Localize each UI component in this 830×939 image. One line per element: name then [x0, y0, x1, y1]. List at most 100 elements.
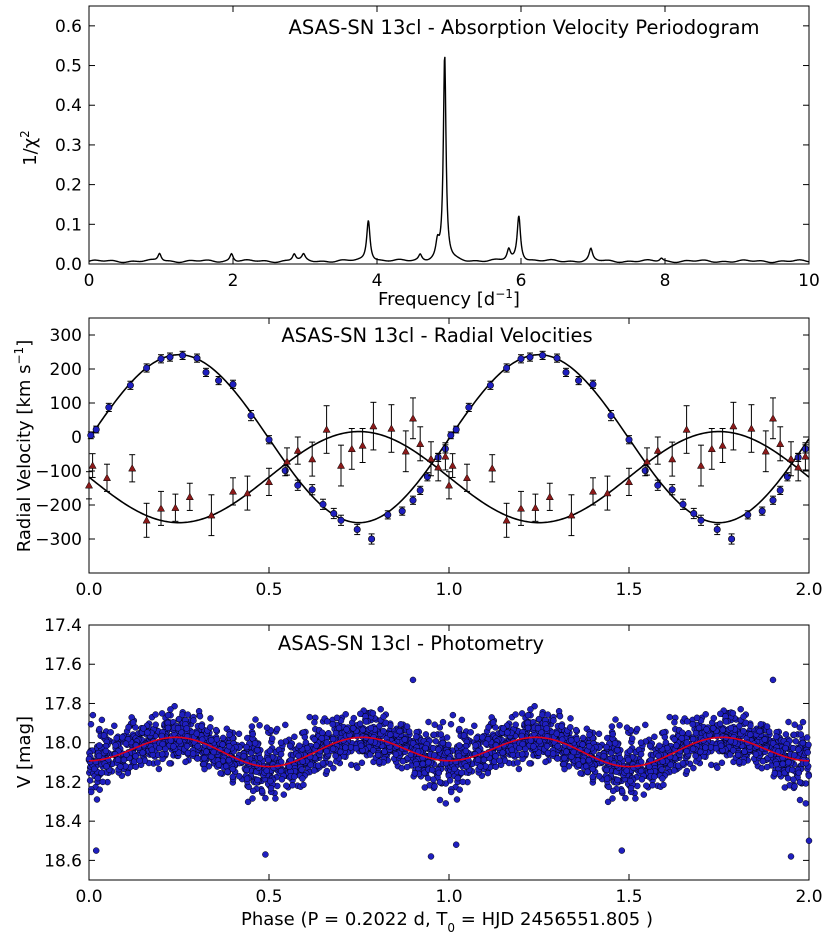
photometry-point — [92, 847, 100, 854]
photometry-point — [103, 762, 110, 770]
photometry-point — [291, 773, 298, 780]
photometry-point — [584, 768, 591, 776]
photometry-point — [585, 742, 593, 750]
photometry-point — [535, 749, 542, 756]
rv-point-emission — [729, 422, 738, 430]
photometry-point — [795, 746, 802, 753]
x-tick-label: 4 — [372, 271, 383, 291]
photometry-point — [262, 851, 269, 858]
photometry-point — [329, 745, 337, 753]
photometry-point — [791, 783, 798, 790]
photometry-point — [298, 766, 305, 773]
photometry-point — [280, 791, 288, 798]
photometry-point — [436, 724, 444, 731]
photometry-point — [746, 731, 754, 738]
photometry-point — [702, 711, 709, 718]
rv-point-absorption — [539, 351, 547, 359]
photometry-point — [367, 724, 375, 732]
rv-point-emission — [387, 424, 396, 432]
photometry-point — [799, 739, 807, 747]
photometry-point — [435, 746, 442, 753]
photometry-point — [467, 729, 474, 736]
photometry-point — [184, 711, 192, 718]
photometry-point — [543, 742, 551, 750]
photometry-point — [458, 716, 466, 724]
periodogram-frame — [88, 5, 810, 265]
photometry-point — [277, 750, 285, 758]
photometry-point — [356, 720, 364, 727]
photometry-point — [332, 729, 340, 737]
photometry-point — [248, 723, 256, 730]
photometry-point — [785, 759, 792, 766]
y-tick-label: 100 — [50, 394, 82, 414]
y-tick-label: 0.6 — [55, 17, 82, 37]
y-tick-label: 0.3 — [55, 136, 82, 156]
photometry-point — [484, 769, 492, 777]
photometry-point — [283, 782, 290, 789]
rv-point-absorption — [607, 412, 615, 420]
photometry-point — [718, 759, 726, 767]
x-tick-label: 1.5 — [615, 580, 642, 600]
photometry-point — [611, 740, 619, 747]
y-tick-label: 300 — [50, 326, 82, 346]
photometry-point — [534, 724, 542, 732]
photometry-point — [166, 760, 173, 767]
photometry-point — [558, 723, 565, 730]
photometry-point — [666, 713, 673, 721]
photometry-point — [659, 775, 666, 782]
rv-point-emission — [84, 481, 94, 489]
rv-point-absorption — [416, 486, 424, 494]
periodogram-line — [88, 56, 810, 264]
rv-point-emission — [171, 503, 180, 511]
photometry-point — [649, 781, 656, 789]
photometry-point — [638, 776, 646, 783]
photometry-point — [459, 778, 467, 786]
photometry-point — [550, 717, 557, 724]
photometry-point — [335, 724, 343, 732]
photometry-point — [289, 781, 296, 789]
photometry-point — [431, 751, 438, 759]
photometry-point — [399, 758, 407, 765]
photometry-point — [436, 796, 444, 804]
rv-point-absorption — [337, 516, 345, 524]
photometry-point — [323, 739, 331, 746]
photometry-point — [504, 729, 511, 736]
photometry-point — [219, 734, 227, 742]
photometry-point — [716, 720, 724, 727]
rv-point-absorption — [202, 368, 210, 376]
photometry-point — [756, 727, 763, 735]
photometry-point — [692, 729, 700, 737]
rv-point-absorption — [193, 354, 201, 362]
photometry-point — [456, 786, 463, 793]
photometry-point — [714, 764, 721, 771]
photometry-point — [374, 751, 382, 759]
rv-point-emission — [761, 447, 770, 455]
photometry-point — [397, 721, 405, 728]
rv-point-absorption — [409, 496, 417, 504]
photometry-point — [439, 718, 447, 726]
photometry-point — [796, 796, 804, 804]
y-tick-label: 18.2 — [44, 773, 82, 793]
periodogram-ticks: 0 2 4 6 8 10 0.0 0.1 0.2 0.3 0.4 0.5 0.6 — [55, 6, 820, 291]
photometry-point — [422, 731, 430, 738]
photometry-point — [737, 705, 744, 713]
photometry-point — [779, 760, 787, 768]
photometry-point — [685, 729, 692, 737]
rv-point-emission — [185, 492, 194, 500]
photometry-point — [114, 756, 122, 763]
photometry-point — [367, 737, 375, 745]
photometry-point — [119, 734, 126, 741]
rv-point-emission — [768, 414, 778, 422]
photometry-point — [249, 787, 257, 795]
rv-point-absorption — [465, 403, 473, 411]
rv-point-emission — [653, 446, 662, 454]
photometry-point — [122, 740, 130, 747]
photometry-point — [719, 726, 727, 734]
photometry-point — [254, 776, 261, 784]
photometry-point — [323, 767, 331, 775]
y-tick-label: 0.0 — [55, 255, 82, 275]
rv-point-emission — [401, 447, 410, 455]
photometry-point — [107, 729, 114, 736]
x-tick-label: 0.5 — [255, 887, 282, 907]
rv-point-absorption — [229, 380, 237, 388]
